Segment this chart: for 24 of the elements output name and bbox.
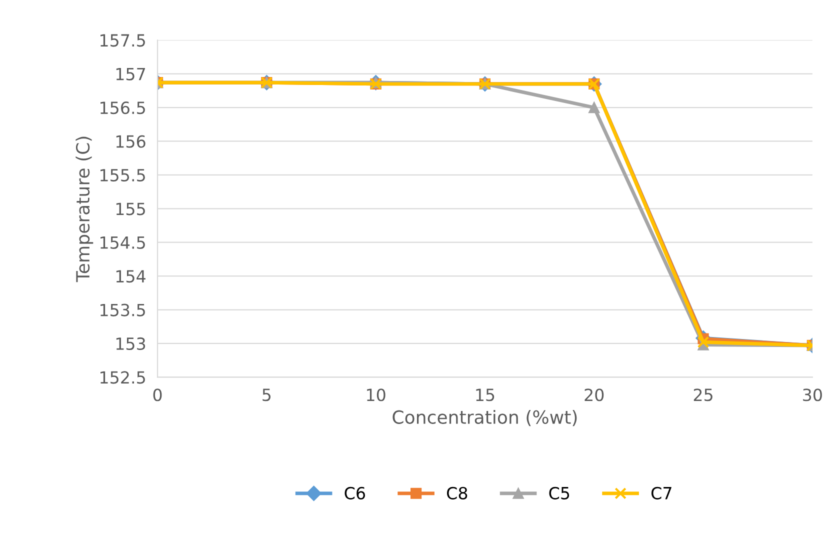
legend-label: C5	[549, 486, 570, 500]
y-axis-title: Temperature (C)	[76, 136, 94, 282]
y-tick-label: 156.5	[100, 101, 145, 114]
legend-label: C6	[344, 486, 366, 500]
y-tick-label: 157	[116, 68, 145, 80]
y-tick-label: 152.5	[100, 371, 145, 384]
x-tick-label: 10	[367, 388, 386, 402]
x-tick-label: 0	[153, 388, 162, 402]
y-tick-label: 154.5	[100, 236, 145, 249]
x-tick-label: 15	[476, 388, 494, 402]
x-tick-label: 5	[262, 388, 271, 402]
y-tick-label: 155.5	[100, 169, 145, 182]
y-tick-label: 154	[116, 270, 146, 283]
x-tick-label: 25	[694, 388, 712, 402]
legend-label: C8	[446, 486, 468, 500]
legend-label: C7	[651, 486, 672, 500]
y-tick-label: 156	[116, 135, 146, 148]
y-tick-label: 153	[116, 337, 146, 350]
y-tick-label: 155	[116, 202, 145, 216]
x-tick-label: 30	[803, 388, 822, 402]
y-tick-label: 153.5	[100, 304, 145, 316]
x-axis-title: Concentration (%wt)	[392, 410, 577, 426]
y-tick-label: 157.5	[100, 34, 145, 47]
x-tick-label: 20	[584, 388, 604, 402]
